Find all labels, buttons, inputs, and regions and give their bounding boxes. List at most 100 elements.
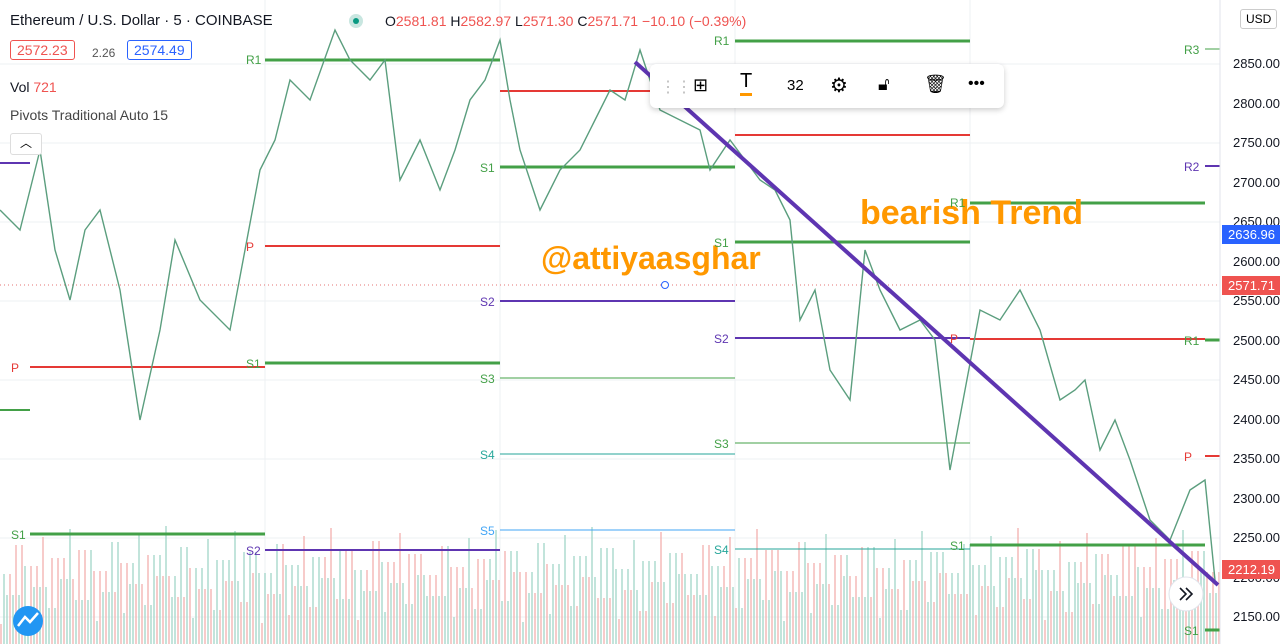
volume-bar [444,596,446,644]
volume-bar [60,579,62,644]
volume-bar [399,533,401,644]
volume-bar [981,586,983,644]
price-tag: 2212.19 [1222,560,1280,579]
volume-bar [36,566,38,644]
volume-bar [354,570,356,644]
volume-bar [219,610,221,644]
settings-btn[interactable]: ⚙ [830,75,848,97]
volume-bar [561,585,563,644]
currency[interactable]: USD [1240,9,1278,29]
volume-bar [798,542,800,644]
volume-bar [921,531,923,644]
volume-bar [1218,572,1220,644]
volume-bar [858,597,860,644]
volume-bar [6,595,8,644]
volume-bar [636,590,638,644]
volume-bar [1077,583,1079,644]
bid[interactable]: 2572.23 [10,40,75,60]
volume-bar [393,562,395,644]
volume-bar [93,571,95,644]
volume-bar [174,576,176,644]
volume-bar [1044,620,1046,644]
volume-bar [741,608,743,644]
drag-handle[interactable]: ⋮⋮ [660,79,692,96]
price-tick-label: 2850.00 [1233,56,1280,71]
volume-bar [198,589,200,644]
delete-btn[interactable]: 🗑︎ [924,74,947,94]
volume-bar [513,572,515,644]
volume-bar [1023,599,1025,644]
volume-bar [285,565,287,644]
volume-bar [141,584,143,644]
volume-bar [450,567,452,644]
volume-bar [720,587,722,644]
volume-bar [1011,557,1013,644]
volume-bar [300,586,302,644]
volume-bar [72,579,74,644]
pivot-label: R1 [1184,334,1200,348]
volume-bar [1179,580,1181,644]
volume-bar [390,583,392,644]
collapse[interactable]: ︿ [10,133,42,155]
pivot-label: S1 [480,161,495,175]
text-btn[interactable]: T [740,70,753,96]
volume-bar [195,568,197,644]
volume-bar [189,568,191,644]
volume-bar [744,558,746,644]
pivot-label: P [1184,450,1193,464]
volume-bar [888,568,890,644]
pivot-label: R1 [246,53,262,67]
volume-bar [438,596,440,644]
ask[interactable]: 2574.49 [127,40,192,60]
lock-btn[interactable]: 🔓︎ [878,74,890,94]
volume-bar [516,551,518,644]
volume-bar [1017,528,1019,644]
volume-bar [1092,604,1094,644]
volume-bar [957,573,959,644]
volume-bar [573,556,575,644]
pivot-label: S2 [714,332,729,346]
volume-bar [1059,541,1061,644]
volume-bar [402,583,404,644]
volume-bar [417,575,419,644]
volume-bars [0,526,1220,644]
volume-bar [114,592,116,644]
volume-bar [684,574,686,644]
volume-bar [999,557,1001,644]
volume-bar [519,572,521,644]
volume-bar [681,553,683,644]
volume-bar [315,607,317,644]
volume-bar [408,554,410,644]
volume-bar [627,569,629,644]
volume-bar [144,605,146,644]
volume-bar [690,574,692,644]
volume-bar [1119,596,1121,644]
pivot-label: P [950,332,959,346]
volume-bar [90,550,92,644]
volume-bar [786,571,788,644]
volume-bar [750,558,752,644]
volume-bar [480,609,482,644]
template-btn[interactable]: ⊞ [693,75,709,95]
volume-bar [375,591,377,644]
volume-bar [237,581,239,644]
volume-bar [69,529,71,644]
volume-bar [699,595,701,644]
volume-bar [540,593,542,644]
volume-bar [813,563,815,644]
volume-bar [111,542,113,644]
volume-bar [876,568,878,644]
volume-bar [1056,591,1058,644]
l-label: L [515,13,523,29]
volume-bar [87,600,89,644]
volume-bar [291,565,293,644]
font-size-btn[interactable]: 32 [787,77,804,94]
volume-bar [126,563,128,644]
volume-bar [987,586,989,644]
volume-bar [993,586,995,644]
vol-value: 721 [33,79,57,95]
volume-bar [648,561,650,644]
volume-bar [432,596,434,644]
more-btn[interactable]: ••• [968,75,985,92]
volume-bar [759,579,761,644]
